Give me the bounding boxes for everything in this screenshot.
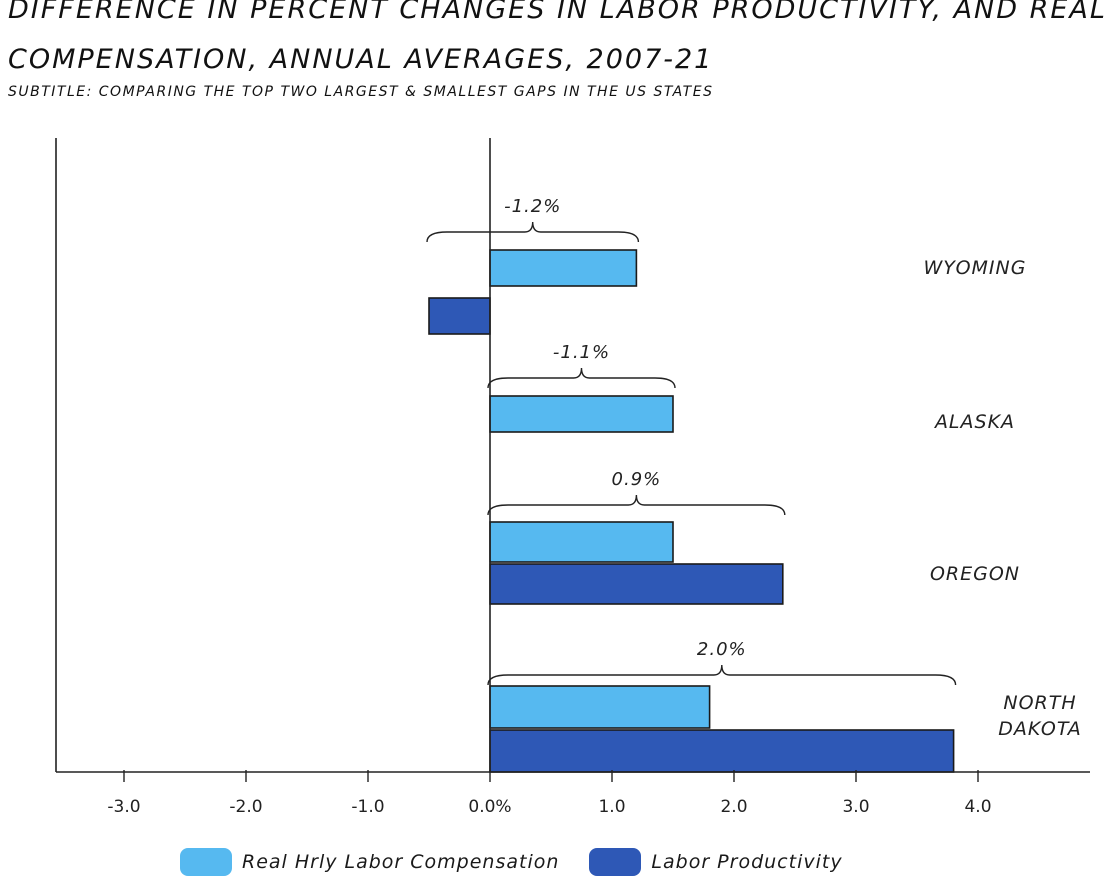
x-tick-label: -2.0 xyxy=(229,797,262,817)
bar-compensation xyxy=(489,249,638,287)
category-label: NORTH DAKOTA xyxy=(998,692,1081,740)
chart-title: DIFFERENCE IN PERCENT CHANGES IN LABOR P… xyxy=(8,0,1107,25)
category-label-line: WYOMING xyxy=(924,257,1027,279)
bar-chart: -3.0 -2.0 -1.0 0.0% 1.0 2.0 3.0 4.0 -1.2% WYOMIN… xyxy=(55,138,1090,817)
chart-title-line-2: COMPENSATION, ANNUAL AVERAGES, 2007-21 xyxy=(8,44,714,75)
x-tick-label: 3.0 xyxy=(842,797,869,817)
gap-bracket xyxy=(487,494,786,516)
bar-productivity xyxy=(489,563,784,605)
bar-productivity xyxy=(489,729,955,773)
x-tick-label: -3.0 xyxy=(107,797,140,817)
chart-subtitle: SUBTITLE: COMPARING THE TOP TWO LARGEST … xyxy=(8,84,714,100)
category-label: WYOMING xyxy=(924,257,1027,279)
legend-swatch-compensation xyxy=(180,848,232,876)
gap-bracket xyxy=(426,221,640,243)
category-label: ALASKA xyxy=(933,411,1015,433)
x-tick-label: 4.0 xyxy=(964,797,991,817)
bar-compensation xyxy=(489,395,674,433)
gap-label: -1.2% xyxy=(504,196,561,217)
gap-label: -1.1% xyxy=(553,342,610,363)
x-tick-label: 2.0 xyxy=(720,797,747,817)
x-tick-label: 1.0 xyxy=(598,797,625,817)
x-tick-label: -1.0 xyxy=(351,797,384,817)
category-label-line: DAKOTA xyxy=(998,718,1081,740)
gap-bracket xyxy=(487,367,676,389)
bar-compensation xyxy=(489,685,711,729)
legend-label-productivity: Labor Productivity xyxy=(651,851,843,873)
bar-compensation xyxy=(489,521,674,563)
bar-productivity xyxy=(428,297,491,335)
gap-label: 2.0% xyxy=(697,639,747,660)
legend: Real Hrly Labor Compensation Labor Produ… xyxy=(180,848,861,876)
gap-label: 0.9% xyxy=(612,469,662,490)
category-label-line: NORTH xyxy=(1003,692,1076,714)
x-tick-label: 0.0% xyxy=(468,797,511,817)
category-label-line: OREGON xyxy=(930,563,1020,585)
legend-item-compensation: Real Hrly Labor Compensation xyxy=(180,848,559,876)
legend-swatch-productivity xyxy=(589,848,642,876)
legend-label-compensation: Real Hrly Labor Compensation xyxy=(242,851,560,873)
legend-item-productivity: Labor Productivity xyxy=(589,848,842,876)
category-label: OREGON xyxy=(930,563,1020,585)
gap-bracket xyxy=(487,664,957,686)
category-label-line: ALASKA xyxy=(933,411,1015,433)
